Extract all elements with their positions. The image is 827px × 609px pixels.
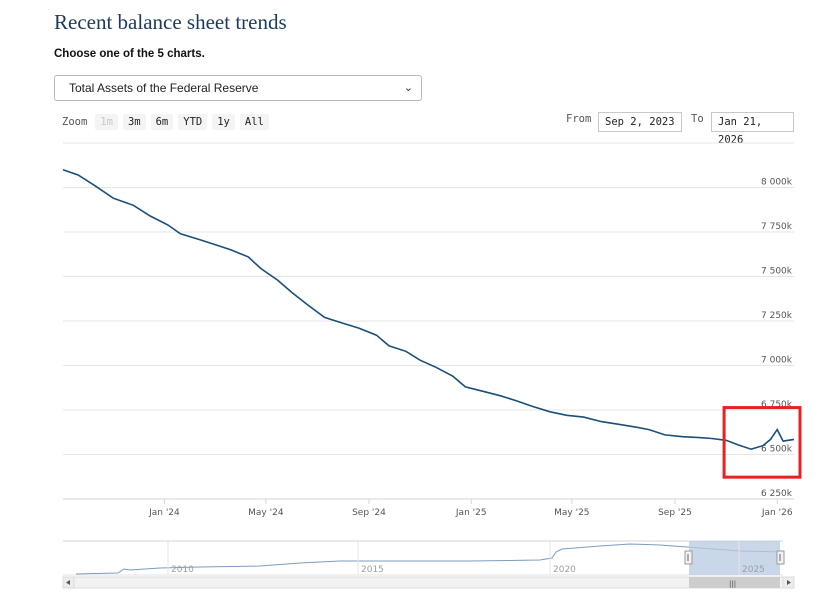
- page-title: Recent balance sheet trends: [54, 10, 287, 34]
- scrollbar-thumb[interactable]: [689, 577, 780, 588]
- chart-select-value: Total Assets of the Federal Reserve: [69, 81, 259, 95]
- navigator-tick: 2025: [742, 565, 765, 575]
- x-tick-label: Sep '24: [352, 508, 386, 518]
- from-label: From: [566, 113, 592, 125]
- x-tick-label: Jan '26: [761, 508, 793, 518]
- range-selector: Zoom 1m 3m 6m YTD 1y All: [62, 113, 274, 131]
- navigator-series: [75, 543, 784, 575]
- zoom-1y-button[interactable]: 1y: [212, 114, 235, 130]
- y-tick-label: 7 250k: [761, 311, 793, 321]
- y-axis: 6 250k 6 500k 6 750k 7 000k 7 250k 7 500k 7 75…: [761, 178, 793, 500]
- zoom-all-button[interactable]: All: [239, 114, 269, 130]
- zoom-3m-button[interactable]: 3m: [122, 114, 146, 130]
- x-tick-label: Jan '25: [455, 508, 487, 518]
- navigator: 2010 2015 2020 2025 |||: [62, 540, 795, 589]
- arrow-right-icon[interactable]: [782, 576, 795, 589]
- navigator-tick: 2010: [171, 565, 194, 575]
- navigator-scrollbar[interactable]: [62, 576, 795, 589]
- to-label: To: [691, 113, 704, 125]
- total-assets-line: [62, 168, 795, 451]
- x-tick-label: May '25: [554, 508, 589, 518]
- y-tick-label: 6 250k: [761, 489, 793, 499]
- zoom-label: Zoom: [62, 116, 88, 128]
- y-tick-label: 7 500k: [761, 267, 793, 277]
- x-tick-label: Sep '25: [658, 508, 692, 518]
- navigator-tick: 2020: [553, 565, 576, 575]
- y-tick-label: 8 000k: [761, 178, 793, 188]
- zoom-ytd-button[interactable]: YTD: [178, 114, 208, 130]
- navigator-tick: 2015: [361, 565, 384, 575]
- y-tick-label: 6 750k: [761, 400, 793, 410]
- zoom-1m-button[interactable]: 1m: [95, 114, 118, 130]
- navigator-handle-left[interactable]: [684, 550, 693, 565]
- y-tick-label: 6 500k: [761, 445, 793, 455]
- arrow-left-icon[interactable]: [62, 576, 75, 589]
- grip-icon: |||: [729, 580, 736, 588]
- zoom-6m-button[interactable]: 6m: [150, 114, 174, 130]
- chart-chooser-label: Choose one of the 5 charts.: [54, 48, 205, 60]
- x-tick-label: May '24: [248, 508, 284, 518]
- y-tick-label: 7 000k: [761, 356, 793, 366]
- chevron-down-icon: ⌄: [403, 82, 413, 94]
- x-axis: Jan '24 May '24 Sep '24 Jan '25 May '25 Sep '…: [148, 499, 793, 518]
- grid: [63, 142, 794, 500]
- y-tick-label: 7 750k: [761, 222, 793, 232]
- chart-select[interactable]: Total Assets of the Federal Reserve ⌄: [54, 75, 422, 101]
- highlight-box: [722, 406, 802, 479]
- navigator-window[interactable]: [689, 541, 780, 575]
- navigator-handle-right[interactable]: [776, 550, 785, 565]
- x-tick-label: Jan '24: [148, 508, 180, 518]
- from-date-input[interactable]: Sep 2, 2023: [598, 112, 682, 132]
